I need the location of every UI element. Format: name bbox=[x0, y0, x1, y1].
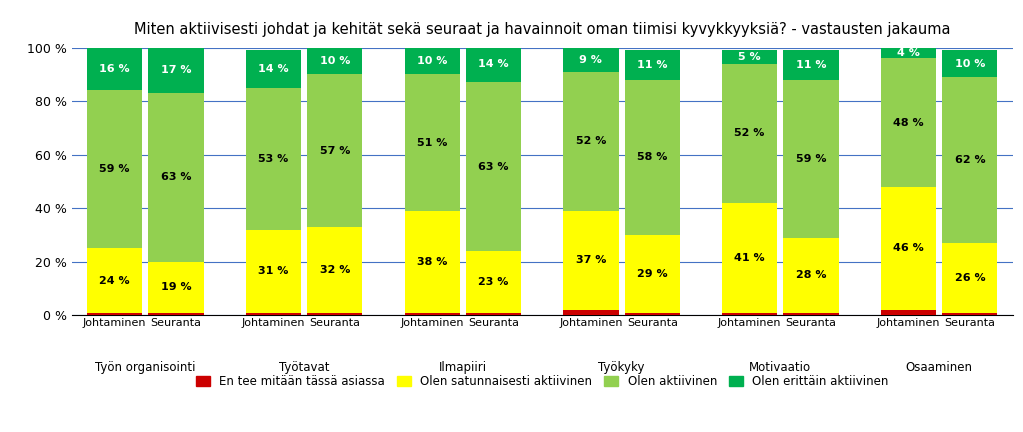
Bar bbox=[465, 251, 521, 313]
Bar bbox=[625, 313, 680, 315]
Bar bbox=[87, 313, 142, 315]
Bar bbox=[564, 72, 619, 211]
Bar bbox=[307, 227, 362, 313]
Bar bbox=[881, 187, 936, 310]
Text: 29 %: 29 % bbox=[637, 269, 668, 279]
Text: Motivaatio: Motivaatio bbox=[749, 361, 811, 374]
Text: 11 %: 11 % bbox=[637, 60, 668, 70]
Text: 63 %: 63 % bbox=[478, 162, 508, 172]
Text: 62 %: 62 % bbox=[954, 155, 985, 165]
Bar bbox=[246, 313, 301, 315]
Bar bbox=[148, 48, 204, 93]
Bar bbox=[564, 211, 619, 310]
Text: 9 %: 9 % bbox=[579, 54, 603, 64]
Bar bbox=[784, 79, 839, 238]
Text: 19 %: 19 % bbox=[161, 282, 191, 292]
Text: 17 %: 17 % bbox=[161, 65, 191, 75]
Text: 28 %: 28 % bbox=[796, 270, 827, 280]
Text: 53 %: 53 % bbox=[258, 154, 288, 164]
Bar bbox=[148, 93, 204, 262]
Text: Osaaminen: Osaaminen bbox=[905, 361, 973, 374]
Bar bbox=[625, 235, 680, 313]
Text: 52 %: 52 % bbox=[576, 136, 606, 146]
Text: 26 %: 26 % bbox=[954, 273, 985, 283]
Bar bbox=[307, 48, 362, 74]
Bar bbox=[465, 313, 521, 315]
Text: 4 %: 4 % bbox=[897, 48, 920, 58]
Legend: En tee mitään tässä asiassa, Olen satunnaisesti aktiivinen, Olen aktiivinen, Ole: En tee mitään tässä asiassa, Olen satunn… bbox=[190, 370, 894, 393]
Text: 16 %: 16 % bbox=[99, 64, 130, 74]
Bar bbox=[404, 48, 459, 74]
Bar bbox=[465, 83, 521, 251]
Bar bbox=[722, 64, 777, 203]
Bar bbox=[404, 74, 459, 211]
Text: 38 %: 38 % bbox=[417, 257, 447, 267]
Bar bbox=[881, 48, 936, 58]
Text: 51 %: 51 % bbox=[417, 138, 447, 148]
Text: 52 %: 52 % bbox=[735, 128, 765, 138]
Bar bbox=[784, 238, 839, 313]
Bar bbox=[465, 45, 521, 83]
Text: 41 %: 41 % bbox=[735, 253, 765, 263]
Bar bbox=[307, 74, 362, 227]
Text: 58 %: 58 % bbox=[637, 152, 667, 162]
Bar bbox=[942, 50, 997, 77]
Text: 5 %: 5 % bbox=[739, 52, 761, 62]
Bar bbox=[881, 58, 936, 187]
Text: Työkyky: Työkyky bbox=[598, 361, 644, 374]
Bar bbox=[246, 230, 301, 313]
Bar bbox=[942, 313, 997, 315]
Text: 46 %: 46 % bbox=[893, 243, 924, 254]
Bar bbox=[404, 211, 459, 313]
Text: 32 %: 32 % bbox=[319, 265, 350, 275]
Bar bbox=[722, 313, 777, 315]
Text: 10 %: 10 % bbox=[954, 59, 985, 69]
Bar bbox=[625, 79, 680, 235]
Bar bbox=[148, 262, 204, 313]
Text: 48 %: 48 % bbox=[893, 118, 924, 127]
Text: 14 %: 14 % bbox=[258, 64, 288, 74]
Bar bbox=[942, 243, 997, 313]
Text: 63 %: 63 % bbox=[161, 172, 191, 182]
Title: Miten aktiivisesti johdat ja kehität sekä seuraat ja havainnoit oman tiimisi kyv: Miten aktiivisesti johdat ja kehität sek… bbox=[134, 22, 950, 37]
Bar bbox=[307, 313, 362, 315]
Bar bbox=[564, 310, 619, 315]
Bar bbox=[625, 50, 680, 79]
Bar bbox=[148, 313, 204, 315]
Text: 10 %: 10 % bbox=[417, 56, 447, 66]
Bar bbox=[87, 90, 142, 248]
Bar bbox=[722, 203, 777, 313]
Bar bbox=[784, 50, 839, 79]
Bar bbox=[246, 88, 301, 230]
Bar bbox=[942, 77, 997, 243]
Text: 11 %: 11 % bbox=[796, 60, 827, 70]
Text: 23 %: 23 % bbox=[479, 277, 508, 287]
Text: 14 %: 14 % bbox=[478, 59, 508, 69]
Text: 37 %: 37 % bbox=[576, 255, 606, 265]
Bar bbox=[722, 50, 777, 64]
Bar bbox=[404, 313, 459, 315]
Bar bbox=[881, 310, 936, 315]
Text: 59 %: 59 % bbox=[99, 165, 130, 175]
Text: 57 %: 57 % bbox=[319, 146, 350, 156]
Text: 10 %: 10 % bbox=[319, 56, 350, 66]
Text: Ilmapiiri: Ilmapiiri bbox=[439, 361, 487, 374]
Text: Työn organisointi: Työn organisointi bbox=[95, 361, 195, 374]
Text: Työtavat: Työtavat bbox=[279, 361, 329, 374]
Text: 24 %: 24 % bbox=[99, 276, 130, 286]
Bar bbox=[246, 50, 301, 88]
Bar bbox=[784, 313, 839, 315]
Text: 59 %: 59 % bbox=[796, 154, 827, 164]
Bar bbox=[564, 48, 619, 72]
Bar bbox=[87, 248, 142, 313]
Text: 31 %: 31 % bbox=[258, 266, 288, 276]
Bar bbox=[87, 48, 142, 90]
